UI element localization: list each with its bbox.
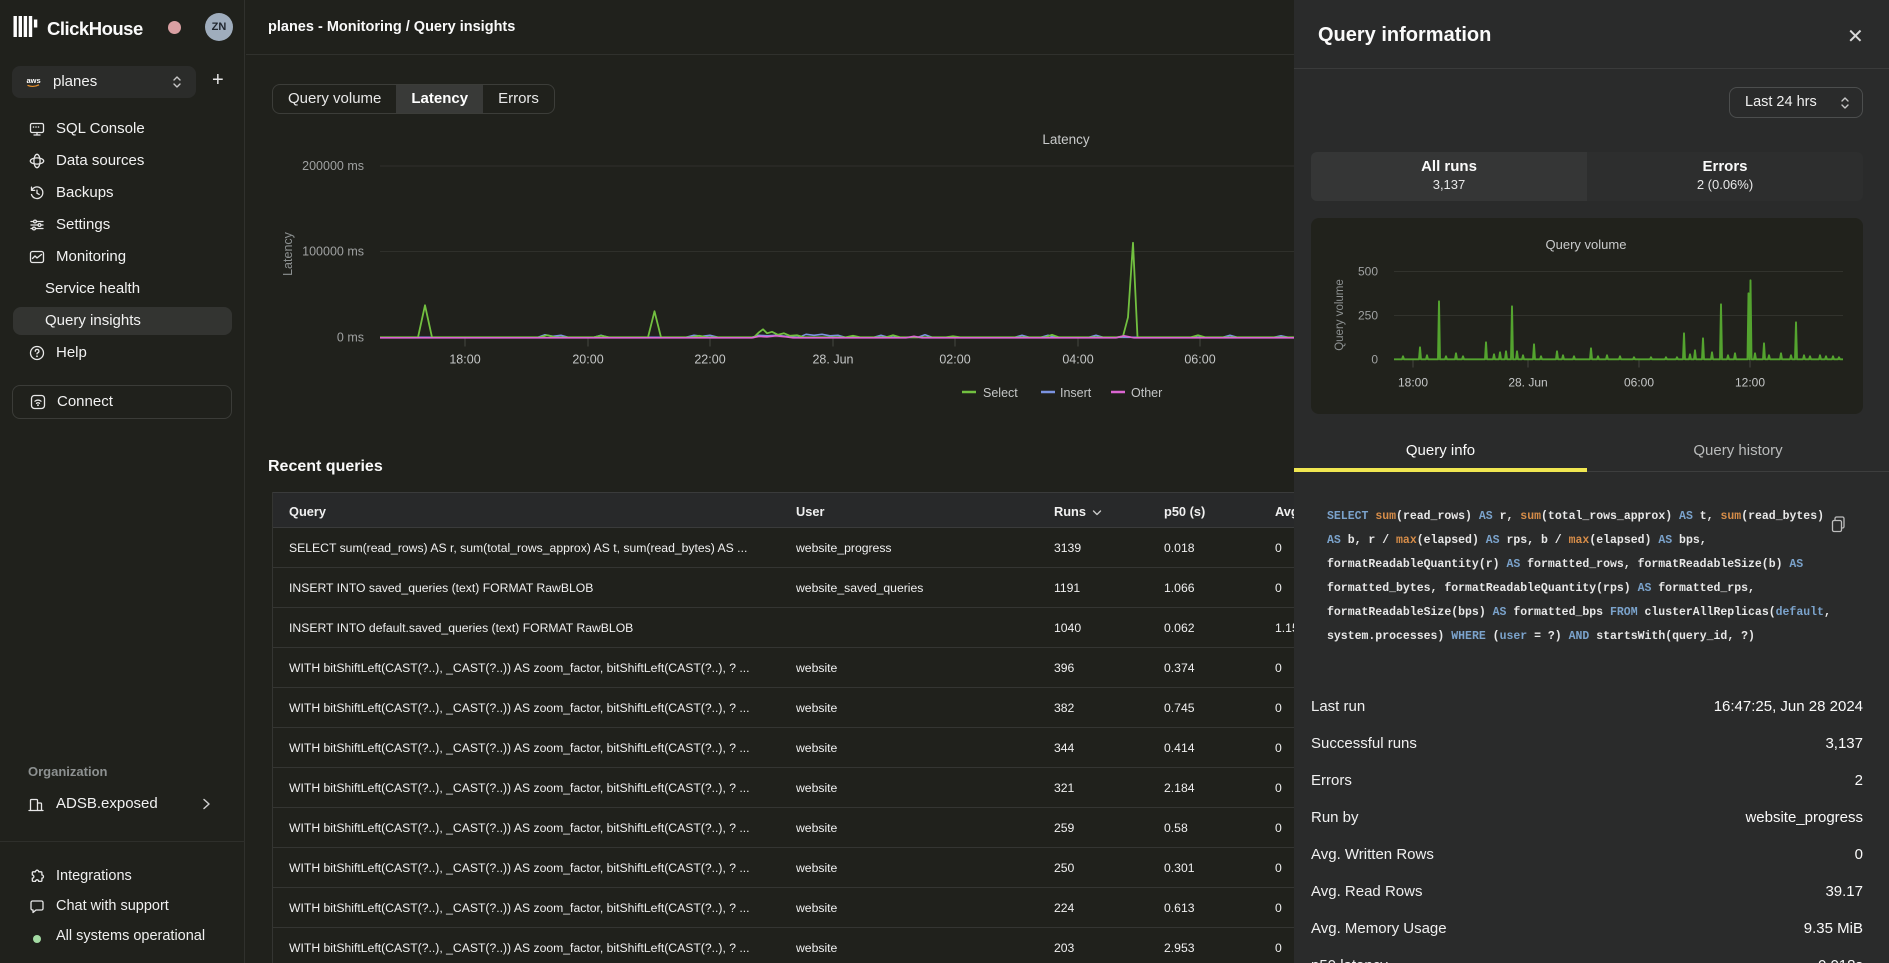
svg-text:12:00: 12:00 [1735, 376, 1765, 390]
svg-text:0: 0 [1371, 353, 1378, 367]
svg-text:Latency: Latency [281, 231, 295, 276]
svg-text:02:00: 02:00 [939, 353, 970, 367]
svg-text:Insert: Insert [1060, 386, 1092, 400]
svg-text:0 ms: 0 ms [337, 331, 364, 345]
svg-text:500: 500 [1358, 265, 1378, 279]
svg-text:Other: Other [1131, 386, 1162, 400]
svg-text:04:00: 04:00 [1062, 353, 1093, 367]
svg-text:250: 250 [1358, 309, 1378, 323]
svg-text:18:00: 18:00 [1398, 376, 1428, 390]
svg-text:Query volume: Query volume [1546, 237, 1627, 252]
svg-text:22:00: 22:00 [694, 353, 725, 367]
svg-text:06:00: 06:00 [1624, 376, 1654, 390]
svg-text:18:00: 18:00 [449, 353, 480, 367]
svg-text:aws: aws [27, 76, 41, 85]
svg-text:Query volume: Query volume [1334, 279, 1346, 351]
svg-text:28. Jun: 28. Jun [1508, 376, 1547, 390]
svg-text:20:00: 20:00 [572, 353, 603, 367]
svg-text:Select: Select [983, 386, 1018, 400]
svg-text:200000 ms: 200000 ms [302, 159, 364, 173]
svg-text:100000 ms: 100000 ms [302, 245, 364, 259]
svg-text:06:00: 06:00 [1184, 353, 1215, 367]
svg-text:28. Jun: 28. Jun [812, 353, 853, 367]
svg-text:Latency: Latency [1042, 132, 1090, 147]
